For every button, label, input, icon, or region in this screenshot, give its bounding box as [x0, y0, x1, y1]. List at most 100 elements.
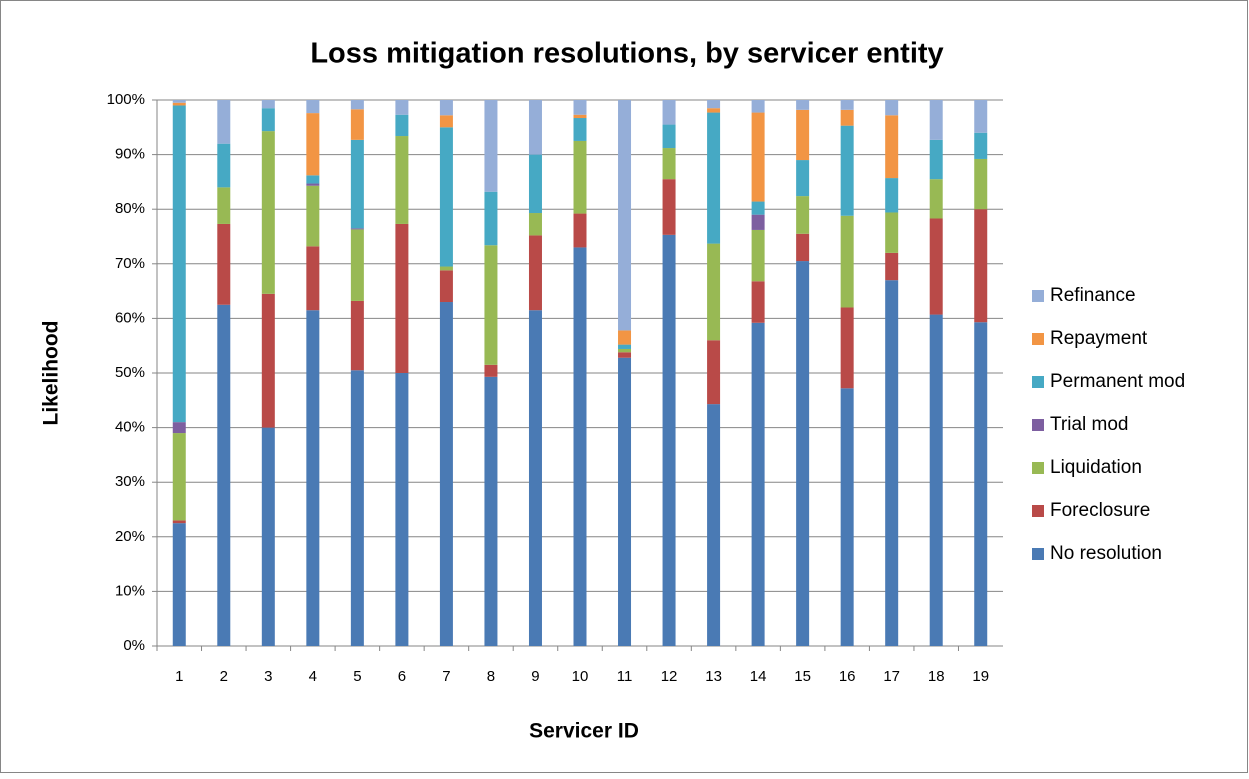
bar-segment [350, 228, 364, 230]
bar-segment [306, 113, 320, 176]
bar-segment [840, 109, 854, 126]
bar-segment [573, 114, 587, 119]
bar-segment [395, 373, 409, 646]
bar-segment [528, 213, 542, 236]
bar-segment [974, 132, 988, 159]
bar-segment [796, 233, 810, 262]
bar-segment [395, 136, 409, 224]
bar-segment [573, 118, 587, 141]
bar-segment [974, 209, 988, 323]
bar-segment [484, 191, 498, 246]
legend-label: Refinance [1050, 285, 1136, 306]
bar-segment [350, 139, 364, 229]
bar-segment [974, 322, 988, 646]
bar-segment [573, 140, 587, 214]
bar-segment [306, 183, 320, 186]
bar-segment [885, 280, 899, 646]
bar-segment [261, 100, 275, 109]
bar-segment [751, 112, 765, 202]
bar-segment [528, 235, 542, 311]
bar-segment [261, 131, 275, 294]
bar-segment [707, 243, 721, 341]
bar-segment [217, 100, 231, 144]
bar-segment [217, 304, 231, 646]
y-axis-label: Likelihood [40, 321, 63, 426]
y-tick-label: 20% [115, 528, 145, 545]
bar-segment [217, 223, 231, 305]
bar-segment [306, 246, 320, 311]
bar-segment [528, 154, 542, 214]
bar-segment [751, 100, 765, 113]
bar-segment [350, 300, 364, 371]
x-tick-label: 8 [487, 668, 495, 685]
bar-segment [528, 310, 542, 646]
bar-segment [840, 100, 854, 110]
bar-segment [261, 427, 275, 646]
bar-segment [885, 115, 899, 179]
y-tick-label: 10% [115, 582, 145, 599]
bar-segment [395, 100, 409, 115]
bar-segment [350, 100, 364, 110]
bar-segment [484, 245, 498, 365]
x-tick-label: 13 [705, 668, 722, 685]
bar-segment [172, 433, 186, 521]
legend-label: Foreclosure [1050, 500, 1150, 521]
bar-segment [929, 218, 943, 315]
bar-segment [662, 179, 676, 235]
bar-segment [306, 185, 320, 247]
bar-segment [840, 388, 854, 646]
bar-segment [618, 330, 632, 345]
x-tick-label: 16 [839, 668, 856, 685]
bar-segment [662, 100, 676, 125]
bar-segment [172, 105, 186, 423]
legend-label: Repayment [1050, 328, 1148, 349]
y-tick-label: 40% [115, 419, 145, 436]
bar-segment [350, 370, 364, 646]
bar-segment [707, 112, 721, 244]
legend-swatch [1032, 376, 1044, 388]
bar-segment [751, 201, 765, 215]
legend-swatch [1032, 505, 1044, 517]
bar-segment [350, 109, 364, 140]
bar-segment [885, 100, 899, 116]
y-tick-label: 60% [115, 309, 145, 326]
bar-segment [439, 302, 453, 646]
bar-segment [395, 223, 409, 373]
bar-segment [439, 127, 453, 267]
bar-segment [618, 344, 632, 349]
x-tick-label: 15 [794, 668, 811, 685]
bar-segment [751, 322, 765, 646]
bar-segment [439, 115, 453, 128]
bar-segment [707, 340, 721, 405]
bar-segment [840, 215, 854, 308]
bar-segment [172, 100, 186, 103]
x-tick-label: 12 [661, 668, 678, 685]
bar-segment [751, 229, 765, 282]
y-tick-label: 0% [123, 637, 145, 654]
bar-segment [796, 160, 810, 197]
bar-segment [172, 523, 186, 646]
bar-segment [261, 108, 275, 132]
x-tick-label: 14 [750, 668, 767, 685]
bar-segment [885, 178, 899, 213]
x-tick-label: 7 [442, 668, 450, 685]
legend-swatch [1032, 290, 1044, 302]
x-tick-label: 11 [617, 668, 633, 685]
bar-segment [707, 108, 721, 113]
bar-segment [707, 100, 721, 109]
bar-segment [172, 422, 186, 434]
bar-segment [840, 307, 854, 389]
bar-segment [929, 179, 943, 219]
bar-segment [796, 261, 810, 646]
chart-title: Loss mitigation resolutions, by servicer… [310, 38, 943, 70]
bar-segment [618, 100, 632, 331]
x-tick-label: 18 [928, 668, 945, 685]
bar-segment [929, 314, 943, 646]
bar-segment [573, 247, 587, 647]
bar-segment [350, 229, 364, 301]
bar-segment [573, 213, 587, 248]
bar-segment [484, 376, 498, 646]
bar-segment [662, 148, 676, 180]
legend-label: Permanent mod [1050, 371, 1185, 392]
